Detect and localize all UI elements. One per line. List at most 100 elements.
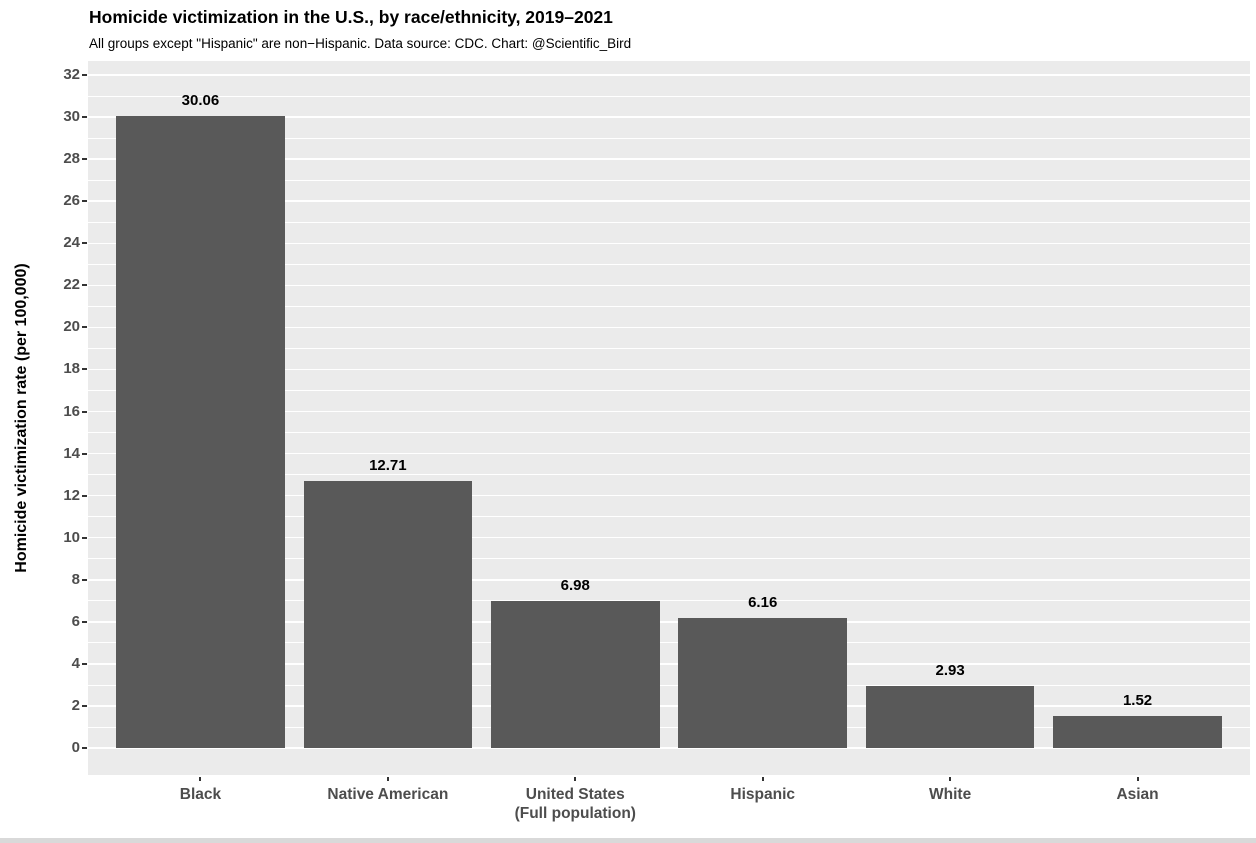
gridline-major <box>88 536 1250 539</box>
gridline-major <box>88 326 1250 329</box>
gridline-major <box>88 621 1250 623</box>
gridline-major <box>88 494 1250 497</box>
gridline-major <box>88 116 1250 118</box>
bar <box>1053 716 1222 748</box>
x-axis-tick-label: Black <box>90 785 310 804</box>
y-axis-tick-label: 4 <box>71 654 80 672</box>
y-axis-tick-label: 28 <box>63 150 80 168</box>
y-axis-tick-mark <box>82 200 87 203</box>
gridline-minor <box>88 179 1250 181</box>
y-axis-tick-label: 14 <box>63 444 80 462</box>
y-axis-tick-mark <box>82 662 87 665</box>
y-axis-tick-mark <box>82 116 87 119</box>
gridline-minor <box>88 221 1250 223</box>
x-axis-tick-label: Asian <box>1028 785 1248 804</box>
x-axis-tick-label-line: United States <box>525 786 625 803</box>
gridline-major <box>88 579 1250 581</box>
x-axis-tick-label-line: Asian <box>1116 786 1159 803</box>
gridline-minor <box>88 305 1250 307</box>
x-axis-tick-label: United States (Full population) <box>465 785 685 823</box>
y-axis-tick-label: 2 <box>71 696 80 714</box>
bar-value-label: 30.06 <box>181 91 220 109</box>
y-axis-tick-label: 6 <box>71 612 80 630</box>
y-axis-tick-mark <box>82 242 87 245</box>
gridline-major <box>88 368 1250 371</box>
y-axis-tick-mark <box>82 452 87 455</box>
y-axis-tick-label: 24 <box>63 234 80 252</box>
y-axis-tick-label: 22 <box>63 276 80 294</box>
y-axis-tick-label: 10 <box>63 528 80 546</box>
x-axis-tick-label: White <box>840 785 1060 804</box>
y-axis-tick-mark <box>82 620 87 623</box>
y-axis-tick-label: 26 <box>63 192 80 210</box>
gridline-minor <box>88 726 1250 728</box>
y-axis-tick-mark <box>82 74 87 76</box>
gridline-minor <box>88 137 1250 139</box>
gridline-minor <box>88 684 1250 686</box>
y-axis-tick-label: 18 <box>63 360 80 378</box>
y-axis-tick-mark <box>82 747 87 749</box>
gridline-minor <box>88 642 1250 644</box>
bar-value-label: 12.71 <box>369 456 407 474</box>
x-axis-tick-label-line: White <box>929 786 972 803</box>
y-axis-tick-mark <box>82 536 87 539</box>
bar-value-label: 2.93 <box>935 662 965 680</box>
gridline-minor <box>88 600 1250 602</box>
x-axis-tick-label: Hispanic <box>653 785 873 804</box>
gridline-minor <box>88 263 1250 265</box>
gridline-major <box>88 242 1250 244</box>
gridline-minor <box>88 474 1250 475</box>
x-axis-tick-label-line: Native American <box>327 786 449 803</box>
y-axis-tick-label: 30 <box>63 108 80 126</box>
chart-subtitle: All groups except "Hispanic" are non−His… <box>89 36 632 51</box>
bar <box>865 686 1035 748</box>
gridline-minor <box>88 516 1250 518</box>
bar <box>116 115 285 748</box>
y-axis-tick-mark <box>82 326 87 329</box>
y-axis-tick-mark <box>82 284 87 287</box>
y-axis-tick-mark <box>82 368 87 371</box>
x-axis-tick-label-line: (Full population) <box>514 805 636 822</box>
bar-value-label: 6.98 <box>560 577 590 595</box>
gridline-minor <box>88 558 1250 560</box>
gridline-minor <box>88 390 1250 391</box>
gridline-major <box>88 158 1250 160</box>
bar-value-label: 6.16 <box>748 594 778 612</box>
gridline-major <box>88 663 1250 665</box>
gridline-major <box>88 747 1250 749</box>
gridline-major <box>88 452 1250 455</box>
y-axis-tick-label: 8 <box>71 570 80 588</box>
y-axis-tick-label: 0 <box>71 739 80 756</box>
bar <box>303 480 473 748</box>
chart-title: Homicide victimization in the U.S., by r… <box>89 7 613 27</box>
x-axis-tick-label-line: Black <box>179 786 222 803</box>
x-axis-tick-mark <box>386 777 389 781</box>
x-axis-tick-mark <box>949 777 952 781</box>
y-axis-tick-label: 32 <box>63 66 80 83</box>
y-axis-tick-label: 20 <box>63 318 80 336</box>
bottom-scrollbar-strip <box>0 838 1256 843</box>
x-axis-tick-label-line: Hispanic <box>730 786 795 803</box>
gridline-major <box>88 410 1250 413</box>
gridline-minor <box>88 348 1250 349</box>
gridline-major <box>88 200 1250 202</box>
y-axis-tick-label: 12 <box>63 486 80 504</box>
y-axis-tick-mark <box>82 410 87 413</box>
gridline-major <box>88 74 1250 76</box>
gridline-minor <box>88 95 1250 97</box>
y-axis-tick-mark <box>82 578 87 581</box>
x-axis-tick-mark <box>574 777 577 781</box>
gridline-minor <box>88 432 1250 433</box>
y-axis-tick-mark <box>82 158 87 161</box>
y-axis-tick-label: 16 <box>63 402 80 420</box>
bar <box>490 601 660 748</box>
bar <box>678 618 848 748</box>
x-axis-tick-mark <box>1136 777 1139 781</box>
x-axis-tick-mark <box>199 777 202 781</box>
gridline-major <box>88 705 1250 707</box>
gridline-major <box>88 284 1250 287</box>
y-axis-tick-mark <box>82 704 87 707</box>
bar-value-label: 1.52 <box>1122 692 1153 710</box>
x-axis-tick-label: Native American <box>278 785 498 804</box>
